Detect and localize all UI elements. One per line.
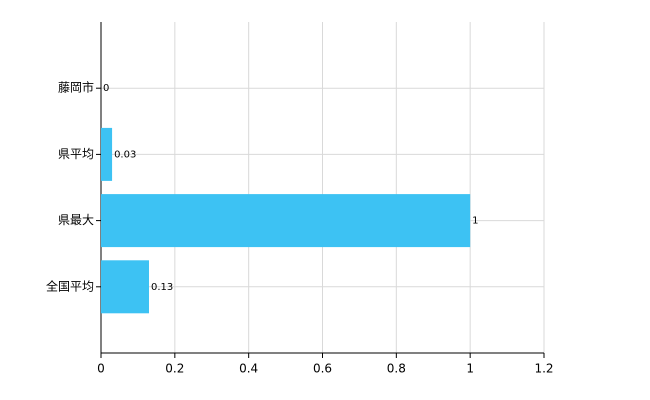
y-tick-label: 県最大 [58,213,94,227]
bar [101,194,471,248]
x-tick-label: 1.2 [534,362,553,376]
bar [101,260,149,314]
x-tick-label: 0 [97,362,105,376]
x-tick-label: 0.2 [165,362,184,376]
y-tick-label: 全国平均 [46,278,94,293]
x-tick-label: 0.8 [387,362,406,376]
x-tick-label: 1 [466,362,474,376]
x-tick-label: 0.6 [313,362,332,376]
value-label: 0 [103,83,109,94]
value-label: 1 [472,216,478,227]
value-label: 0.13 [151,282,173,293]
y-tick-label: 県平均 [58,147,94,161]
value-label: 0.03 [114,149,136,160]
bar [101,127,113,181]
x-tick-label: 0.4 [239,362,258,376]
y-tick-label: 藤岡市 [58,80,94,95]
